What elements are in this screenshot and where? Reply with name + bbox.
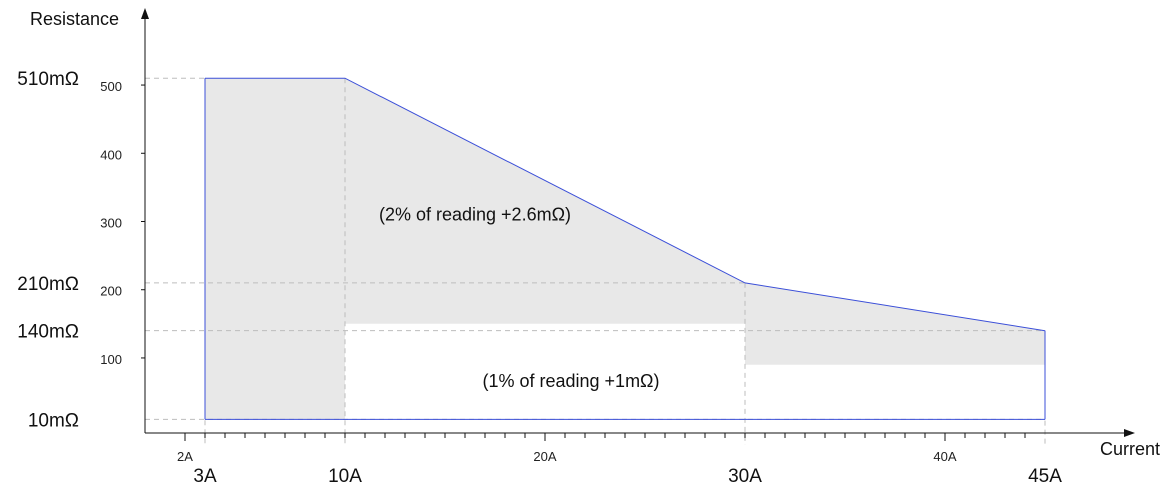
high-accuracy-region	[345, 323, 1045, 420]
y-tick-label-200: 200	[100, 284, 122, 299]
y-key-label-140: 140mΩ	[17, 322, 79, 343]
annotation-1: (2% of reading +2.6mΩ)	[379, 205, 571, 225]
x-axis-title: Current	[1100, 439, 1160, 459]
annotation-2: (1% of reading +1mΩ)	[482, 371, 659, 391]
y-key-label-510: 510mΩ	[17, 69, 79, 90]
ticks-group: 100 200 300 400 500 2A 20A 40A	[100, 79, 1026, 464]
axes-group	[141, 8, 1135, 437]
y-tick-label-100: 100	[100, 352, 122, 367]
upper-boundary-line	[205, 77, 1046, 332]
boundary-lines-group	[204, 77, 1046, 420]
y-axis-arrow	[141, 8, 149, 19]
y-key-label-10: 10mΩ	[28, 410, 79, 431]
y-axis-title: Resistance	[30, 9, 119, 29]
x-tick-label-2: 2A	[177, 449, 193, 464]
x-key-label-30: 30A	[728, 466, 762, 487]
x-tick-label-40: 40A	[933, 449, 956, 464]
shaded-area-group	[205, 78, 1045, 420]
x-key-label-45: 45A	[1028, 466, 1062, 487]
x-key-label-3: 3A	[193, 466, 217, 487]
y-tick-label-400: 400	[100, 147, 122, 162]
x-tick-label-20: 20A	[533, 449, 556, 464]
y-tick-label-500: 500	[100, 79, 122, 94]
x-axis-arrow	[1124, 429, 1135, 437]
y-key-label-210: 210mΩ	[17, 274, 79, 295]
x-key-label-10: 10A	[328, 466, 362, 487]
labels-group: 510mΩ 210mΩ 140mΩ 10mΩ 3A 10A 30A 45A Resistance…	[17, 9, 1160, 487]
y-tick-label-300: 300	[100, 216, 122, 231]
